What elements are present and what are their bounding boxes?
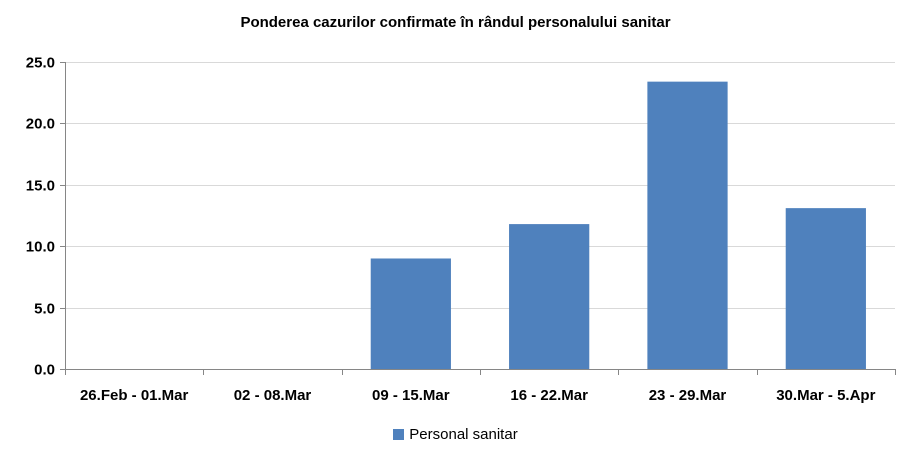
chart-title: Ponderea cazurilor confirmate în rândul … [240, 14, 671, 31]
bar [509, 224, 590, 369]
legend-label: Personal sanitar [409, 426, 518, 443]
bars [370, 81, 866, 369]
tick-labels: 0.0 5.0 10.0 15.0 20.0 25.0 26.Feb - 01.Mar 02 … [26, 55, 876, 405]
y-tick-label: 0.0 [34, 362, 55, 379]
x-tick-label: 09 - 15.Mar [372, 387, 450, 404]
x-tick-label: 23 - 29.Mar [649, 387, 727, 404]
axes [60, 62, 896, 375]
legend: Personal sanitar [0, 426, 911, 443]
bar [647, 81, 728, 369]
y-tick-label: 5.0 [34, 301, 55, 318]
y-tick-label: 15.0 [26, 178, 55, 195]
y-tick-label: 10.0 [26, 239, 55, 256]
bar [370, 258, 451, 369]
x-tick-label: 30.Mar - 5.Apr [776, 387, 875, 404]
x-tick-label: 16 - 22.Mar [510, 387, 588, 404]
gridlines [65, 62, 895, 309]
bar [785, 208, 866, 369]
legend-swatch [393, 429, 405, 440]
x-tick-label: 02 - 08.Mar [234, 387, 312, 404]
x-tick-label: 26.Feb - 01.Mar [80, 387, 189, 404]
y-tick-label: 25.0 [26, 55, 55, 72]
y-tick-label: 20.0 [26, 116, 55, 133]
